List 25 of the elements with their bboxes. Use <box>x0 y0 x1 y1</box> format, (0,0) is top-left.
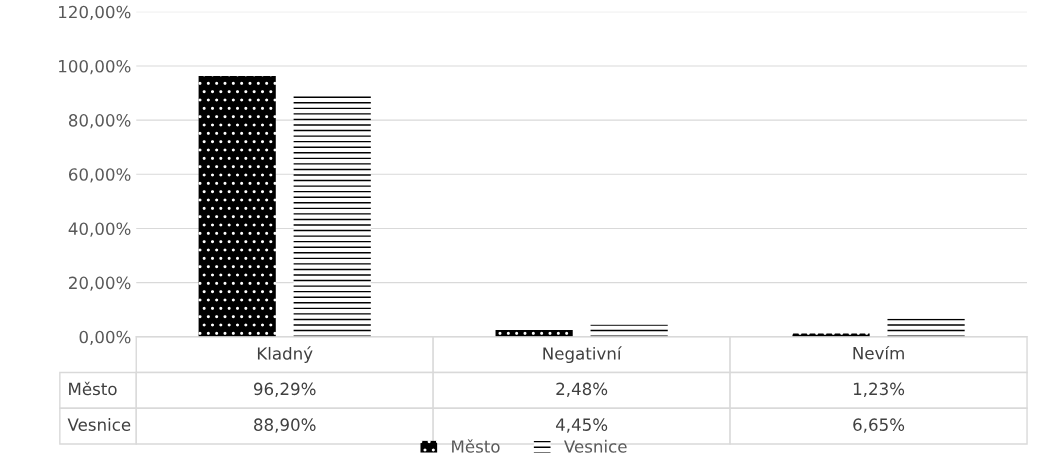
legend-label: Město <box>452 439 500 453</box>
data-label: 2,48% <box>556 382 608 397</box>
data-label: 4,45% <box>555 418 608 433</box>
data-label: 88,90% <box>254 418 316 433</box>
bar <box>198 75 276 337</box>
data-label: 6,65% <box>853 418 905 433</box>
data-label: 96,29% <box>253 382 316 397</box>
bar <box>792 333 870 337</box>
bar <box>590 324 668 337</box>
legend-label: Vesnice <box>563 439 627 453</box>
y-tick-label: 100,00% <box>59 59 131 75</box>
bar <box>887 318 965 337</box>
text: Město <box>69 381 117 396</box>
x-tick-label: Negativní <box>543 346 622 364</box>
y-tick-label: 60,00% <box>68 168 131 183</box>
y-tick-label: 20,00% <box>69 276 131 291</box>
data-label: 1,23% <box>853 382 905 397</box>
y-tick-label: 40,00% <box>68 222 131 237</box>
x-tick-label: Nevím <box>853 345 904 360</box>
y-tick-label: 0,00% <box>79 330 131 346</box>
bar <box>293 96 371 337</box>
x-tick-label: Kladný <box>257 346 313 364</box>
text: Vesnice <box>67 418 131 431</box>
y-tick-label: 80,00% <box>68 114 131 129</box>
y-tick-label: 120,00% <box>59 5 131 21</box>
